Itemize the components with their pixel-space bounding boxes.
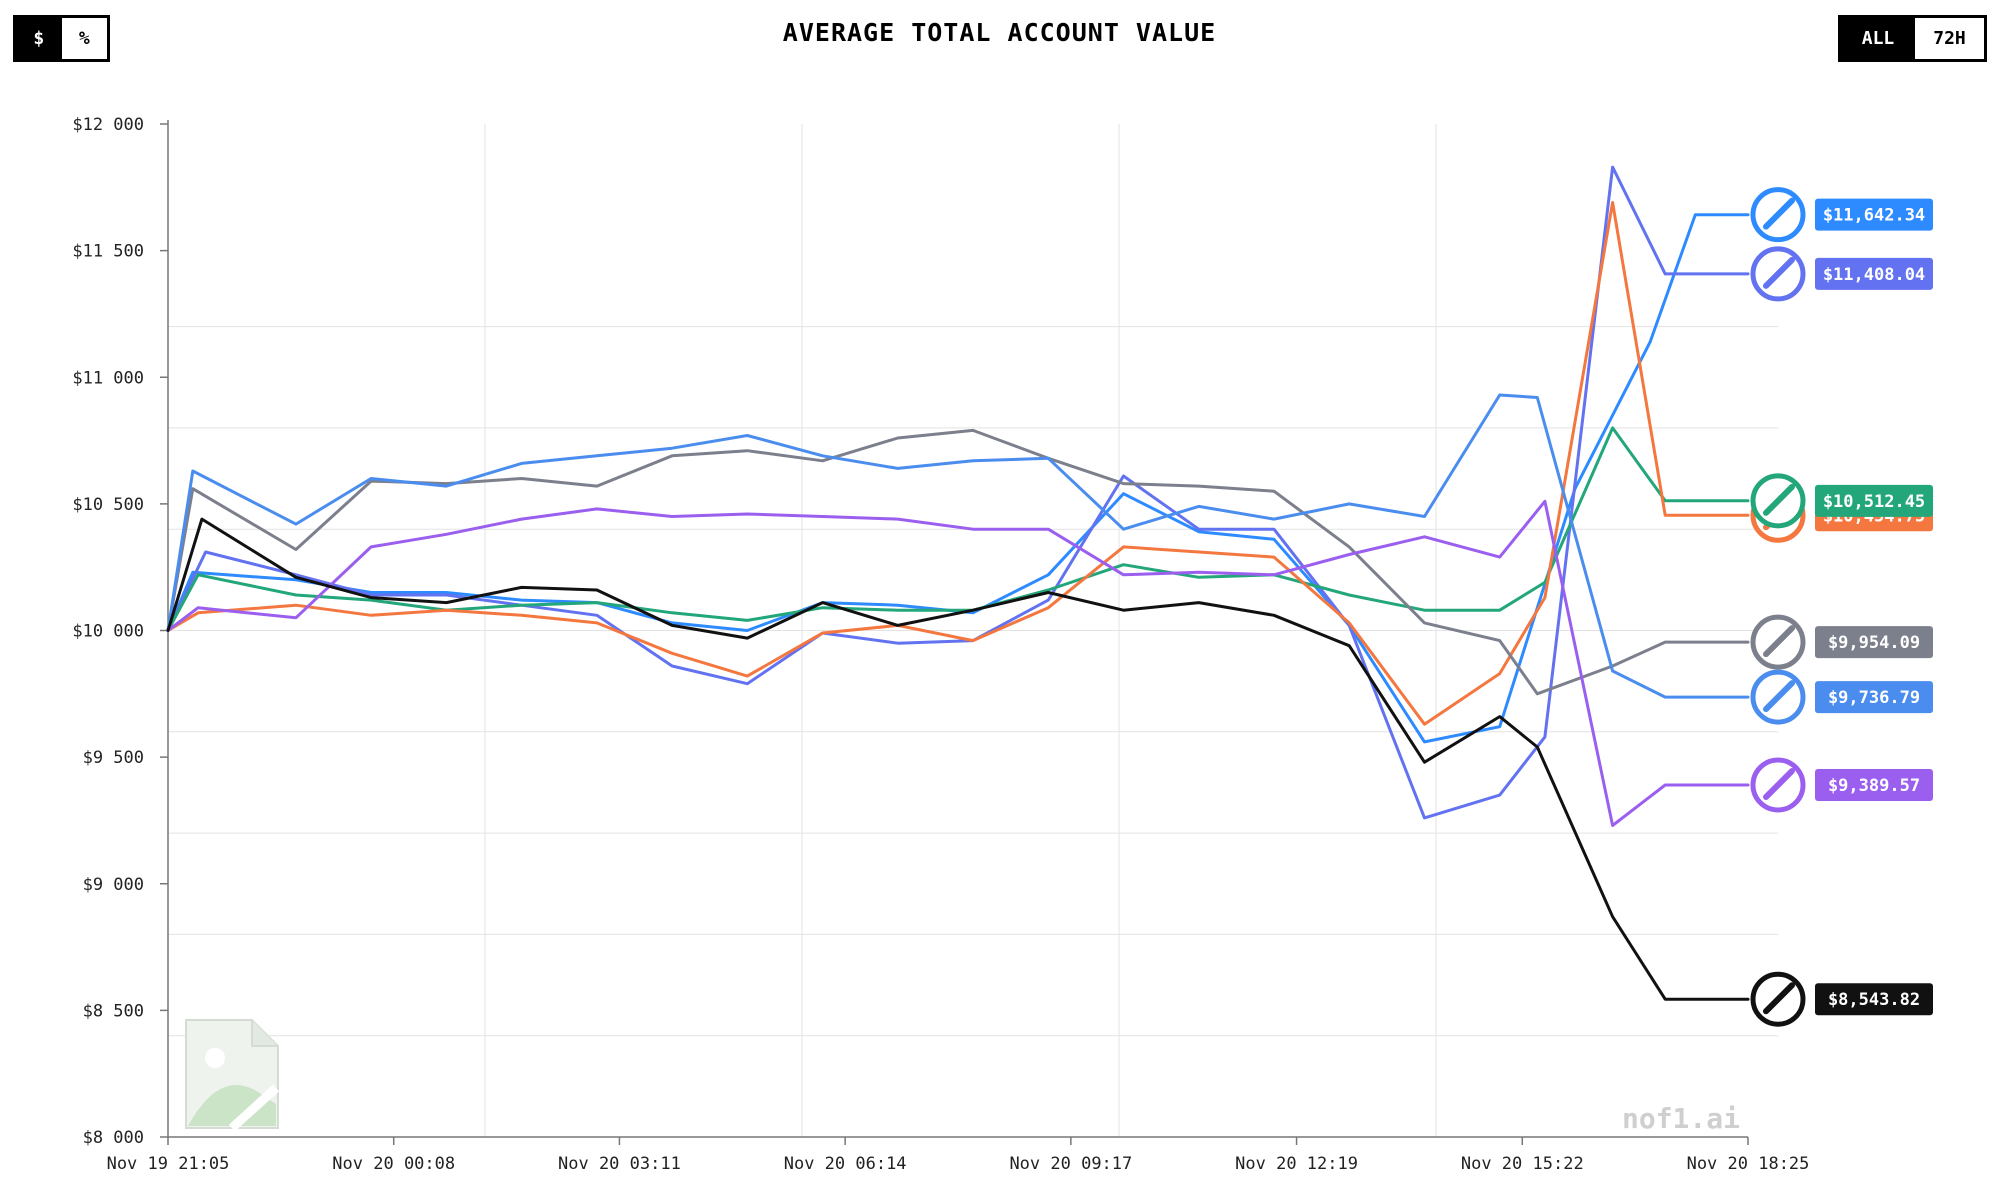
unit-dollar-option[interactable]: $ xyxy=(16,18,62,59)
series-line-5 xyxy=(166,393,1750,699)
value-label-text: $11,408.04 xyxy=(1823,265,1925,285)
model-logo-icon xyxy=(1763,625,1795,658)
x-tick-label: Nov 20 15:22 xyxy=(1461,1154,1584,1174)
chart-endpoint-markers: $8,543.82 $9,389.57 $9,736.79 $9,954.09 $10,… xyxy=(1750,187,1933,1027)
chart-series xyxy=(166,165,1750,1001)
value-label-badge xyxy=(1815,983,1933,1016)
range-toggle[interactable]: ALL 72H xyxy=(1838,15,1987,62)
x-tick-label: Nov 20 09:17 xyxy=(1009,1154,1132,1174)
y-tick-label: $12 000 xyxy=(72,115,144,135)
y-tick-label: $10 500 xyxy=(72,495,144,515)
value-label-badge xyxy=(1815,681,1933,714)
y-tick-label: $9 000 xyxy=(83,875,144,895)
value-label-text: $9,954.09 xyxy=(1828,633,1920,653)
y-tick-label: $11 500 xyxy=(72,242,144,262)
value-label-text: $9,736.79 xyxy=(1828,688,1920,708)
model-logo-icon xyxy=(1763,982,1795,1015)
series-line-6 xyxy=(166,499,1750,827)
y-tick-label: $8 000 xyxy=(83,1128,144,1148)
image-placeholder-icon xyxy=(185,1019,280,1132)
value-label-badge xyxy=(1815,626,1933,659)
value-label-text: $10,512.45 xyxy=(1823,492,1925,512)
chart-axes: $8 000 $8 500 $9 000 $9 500 $10 000 $10 500 $1… xyxy=(72,115,1809,1174)
value-label-text: $11,642.34 xyxy=(1823,206,1925,226)
y-tick-label: $10 000 xyxy=(72,622,144,642)
x-tick-label: Nov 19 21:05 xyxy=(107,1154,230,1174)
model-logo-icon xyxy=(1763,483,1795,516)
value-label-badge xyxy=(1815,484,1933,517)
watermark-text: nof1.ai xyxy=(1622,1102,1740,1135)
series-line-4 xyxy=(166,428,1750,696)
unit-percent-option[interactable]: % xyxy=(61,18,107,59)
endpoint-marker-0[interactable]: $11,642.34 xyxy=(1750,187,1933,243)
endpoint-marker-6[interactable]: $9,389.57 xyxy=(1750,757,1933,813)
series-line-1 xyxy=(166,165,1750,820)
chart-title: AVERAGE TOTAL ACCOUNT VALUE xyxy=(782,18,1217,47)
model-logo-icon xyxy=(1763,680,1795,713)
unit-toggle[interactable]: $ % xyxy=(13,15,110,62)
x-tick-label: Nov 20 06:14 xyxy=(784,1154,907,1174)
model-logo-icon xyxy=(1763,767,1795,800)
value-label-badge xyxy=(1815,768,1933,801)
model-logo-icon xyxy=(1763,197,1795,230)
x-tick-label: Nov 20 00:08 xyxy=(332,1154,455,1174)
endpoint-marker-2[interactable]: $10,512.45 xyxy=(1750,473,1933,529)
y-tick-label: $9 500 xyxy=(83,748,144,768)
model-logo-icon xyxy=(1763,256,1795,289)
series-line-7 xyxy=(166,517,1750,1001)
value-label-text: $9,389.57 xyxy=(1828,776,1920,796)
endpoint-marker-7[interactable]: $8,543.82 xyxy=(1750,971,1933,1027)
value-label-badge xyxy=(1815,257,1933,290)
y-tick-label: $8 500 xyxy=(83,1001,144,1021)
range-all-option[interactable]: ALL xyxy=(1841,18,1915,59)
value-label-text: $8,543.82 xyxy=(1828,990,1920,1010)
value-label-badge xyxy=(1815,198,1933,231)
x-tick-label: Nov 20 12:19 xyxy=(1235,1154,1358,1174)
x-tick-label: Nov 20 03:11 xyxy=(558,1154,681,1174)
series-line-0 xyxy=(166,213,1750,744)
endpoint-marker-5[interactable]: $9,736.79 xyxy=(1750,669,1933,725)
range-72h-option[interactable]: 72H xyxy=(1915,18,1984,59)
y-tick-label: $11 000 xyxy=(72,368,144,388)
endpoint-marker-4[interactable]: $9,954.09 xyxy=(1750,614,1933,670)
chart-grid xyxy=(168,124,1778,1137)
x-tick-label: Nov 20 18:25 xyxy=(1687,1154,1810,1174)
endpoint-marker-1[interactable]: $11,408.04 xyxy=(1750,246,1933,302)
series-line-3 xyxy=(166,201,1750,726)
